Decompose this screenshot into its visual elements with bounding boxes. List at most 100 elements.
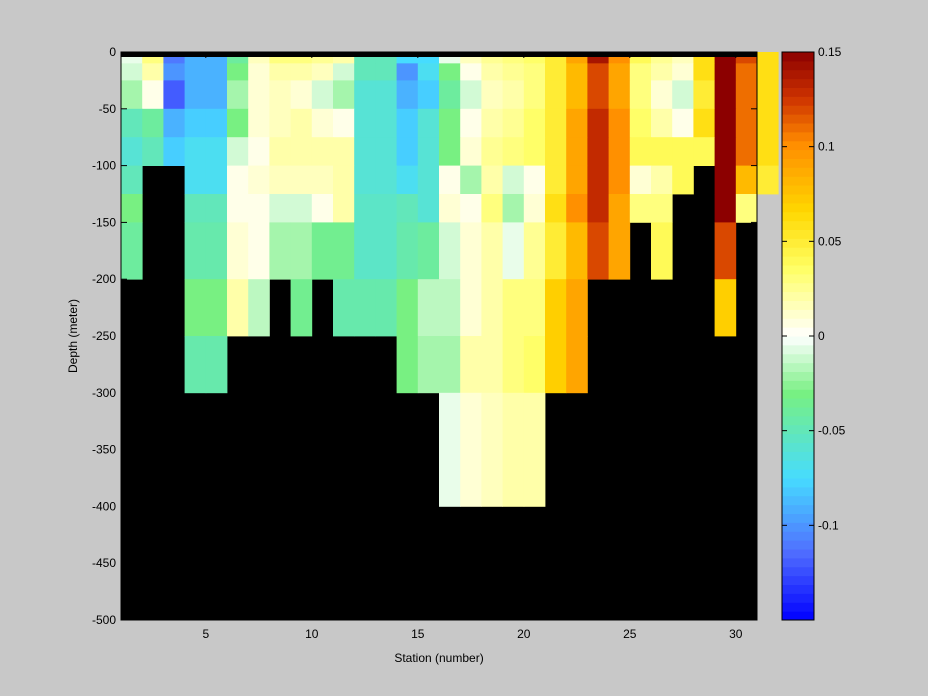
heatmap-cell bbox=[163, 108, 185, 138]
heatmap-cell bbox=[439, 279, 461, 337]
heatmap-cell bbox=[735, 63, 758, 81]
heatmap-cell bbox=[566, 63, 588, 81]
colorbar-segment bbox=[782, 540, 814, 550]
heatmap-cell bbox=[290, 279, 313, 337]
heatmap-cell bbox=[502, 279, 525, 337]
heatmap-cell bbox=[333, 137, 355, 166]
colorbar-segment bbox=[782, 478, 814, 488]
heatmap-cell bbox=[502, 52, 525, 64]
heatmap-cell bbox=[439, 52, 461, 64]
colorbar-segment bbox=[782, 362, 814, 372]
colorbar-segment bbox=[782, 557, 814, 568]
y-tick-label: -450 bbox=[92, 556, 116, 570]
heatmap-cell bbox=[205, 80, 228, 110]
colorbar-segment bbox=[782, 114, 814, 124]
heatmap-cell bbox=[205, 194, 228, 223]
y-tick-label: -350 bbox=[92, 443, 116, 457]
heatmap-cell bbox=[502, 165, 525, 195]
heatmap-cell bbox=[205, 63, 228, 81]
heatmap-cell bbox=[417, 165, 440, 195]
heatmap-cell bbox=[333, 222, 355, 280]
x-axis-label: Station (number) bbox=[394, 651, 483, 665]
colorbar-tick-label: 0.1 bbox=[818, 140, 835, 154]
heatmap-cell bbox=[523, 52, 546, 64]
heatmap-cell bbox=[417, 137, 440, 166]
colorbar-segment bbox=[782, 566, 814, 577]
heatmap-cell bbox=[163, 80, 185, 110]
heatmap-cell bbox=[290, 63, 313, 81]
heatmap-cell bbox=[502, 108, 525, 138]
heatmap-cell bbox=[269, 137, 291, 166]
heatmap-cell bbox=[227, 137, 249, 166]
heatmap-cell bbox=[205, 165, 228, 195]
heatmap-cell bbox=[184, 108, 207, 138]
heatmap-cell bbox=[375, 137, 397, 166]
heatmap-cell bbox=[502, 194, 525, 223]
heatmap-cell bbox=[184, 80, 207, 110]
heatmap-cell bbox=[417, 279, 440, 337]
heatmap-cell bbox=[545, 194, 567, 223]
heatmap-cell bbox=[205, 137, 228, 166]
heatmap-cell bbox=[142, 137, 164, 166]
heatmap-cell bbox=[481, 108, 503, 138]
heatmap-cell bbox=[184, 137, 207, 166]
heatmap-cell bbox=[290, 137, 313, 166]
heatmap-cell bbox=[481, 392, 503, 507]
heatmap-cell bbox=[757, 108, 779, 138]
heatmap-cell bbox=[333, 108, 355, 138]
heatmap-cell bbox=[629, 80, 652, 110]
heatmap-cell bbox=[481, 222, 503, 280]
heatmap-cell bbox=[481, 336, 503, 394]
heatmap-cell bbox=[523, 392, 546, 507]
heatmap-cell bbox=[205, 222, 228, 280]
heatmap-cell bbox=[587, 80, 609, 110]
heatmap-cell bbox=[545, 80, 567, 110]
heatmap-cell bbox=[205, 279, 228, 337]
heatmap-cell bbox=[227, 52, 249, 64]
heatmap-cell bbox=[248, 80, 270, 110]
colorbar-tick-label: -0.05 bbox=[818, 424, 846, 438]
heatmap-cell bbox=[142, 80, 164, 110]
heatmap-cell bbox=[460, 194, 482, 223]
heatmap-cell bbox=[545, 63, 567, 81]
heatmap-cell bbox=[205, 52, 228, 64]
heatmap-cell bbox=[629, 194, 652, 223]
heatmap-cell bbox=[248, 108, 270, 138]
colorbar-segment bbox=[782, 398, 814, 408]
heatmap-cell bbox=[333, 63, 355, 81]
heatmap-cell bbox=[417, 108, 440, 138]
heatmap-cell bbox=[481, 165, 503, 195]
heatmap-cell bbox=[311, 63, 334, 81]
heatmap-cell bbox=[523, 165, 546, 195]
heatmap-cell bbox=[248, 63, 270, 81]
heatmap-cell bbox=[354, 80, 376, 110]
colorbar-segment bbox=[782, 442, 814, 452]
heatmap-cell bbox=[396, 108, 419, 138]
heatmap-cell bbox=[629, 165, 652, 195]
heatmap-cell bbox=[439, 336, 461, 394]
heatmap-cell bbox=[121, 52, 143, 64]
heatmap-cell bbox=[121, 80, 143, 110]
heatmap-cell bbox=[269, 222, 291, 280]
heatmap-cell bbox=[460, 222, 482, 280]
heatmap-cell bbox=[396, 194, 419, 223]
heatmap-cell bbox=[290, 108, 313, 138]
heatmap-cell bbox=[672, 80, 694, 110]
heatmap-cell bbox=[121, 108, 143, 138]
heatmap-cell bbox=[227, 165, 249, 195]
colorbar-segment bbox=[782, 282, 814, 293]
heatmap-cell bbox=[248, 194, 270, 223]
colorbar: 0.15 0.1 0.05 0 -0.05 -0.1 bbox=[781, 45, 846, 621]
colorbar-segment bbox=[782, 78, 814, 88]
colorbar-segment bbox=[782, 460, 814, 470]
colorbar-segment bbox=[782, 300, 814, 310]
y-tick-label: 0 bbox=[109, 45, 116, 59]
heatmap-cell bbox=[354, 279, 376, 337]
heatmap-cell bbox=[417, 194, 440, 223]
heatmap-cell bbox=[417, 52, 440, 64]
heatmap-cell bbox=[333, 52, 355, 64]
y-tick-label: -250 bbox=[92, 329, 116, 343]
heatmap-cell bbox=[714, 108, 737, 138]
heatmap-cell bbox=[545, 165, 567, 195]
heatmap-cell bbox=[545, 222, 567, 280]
